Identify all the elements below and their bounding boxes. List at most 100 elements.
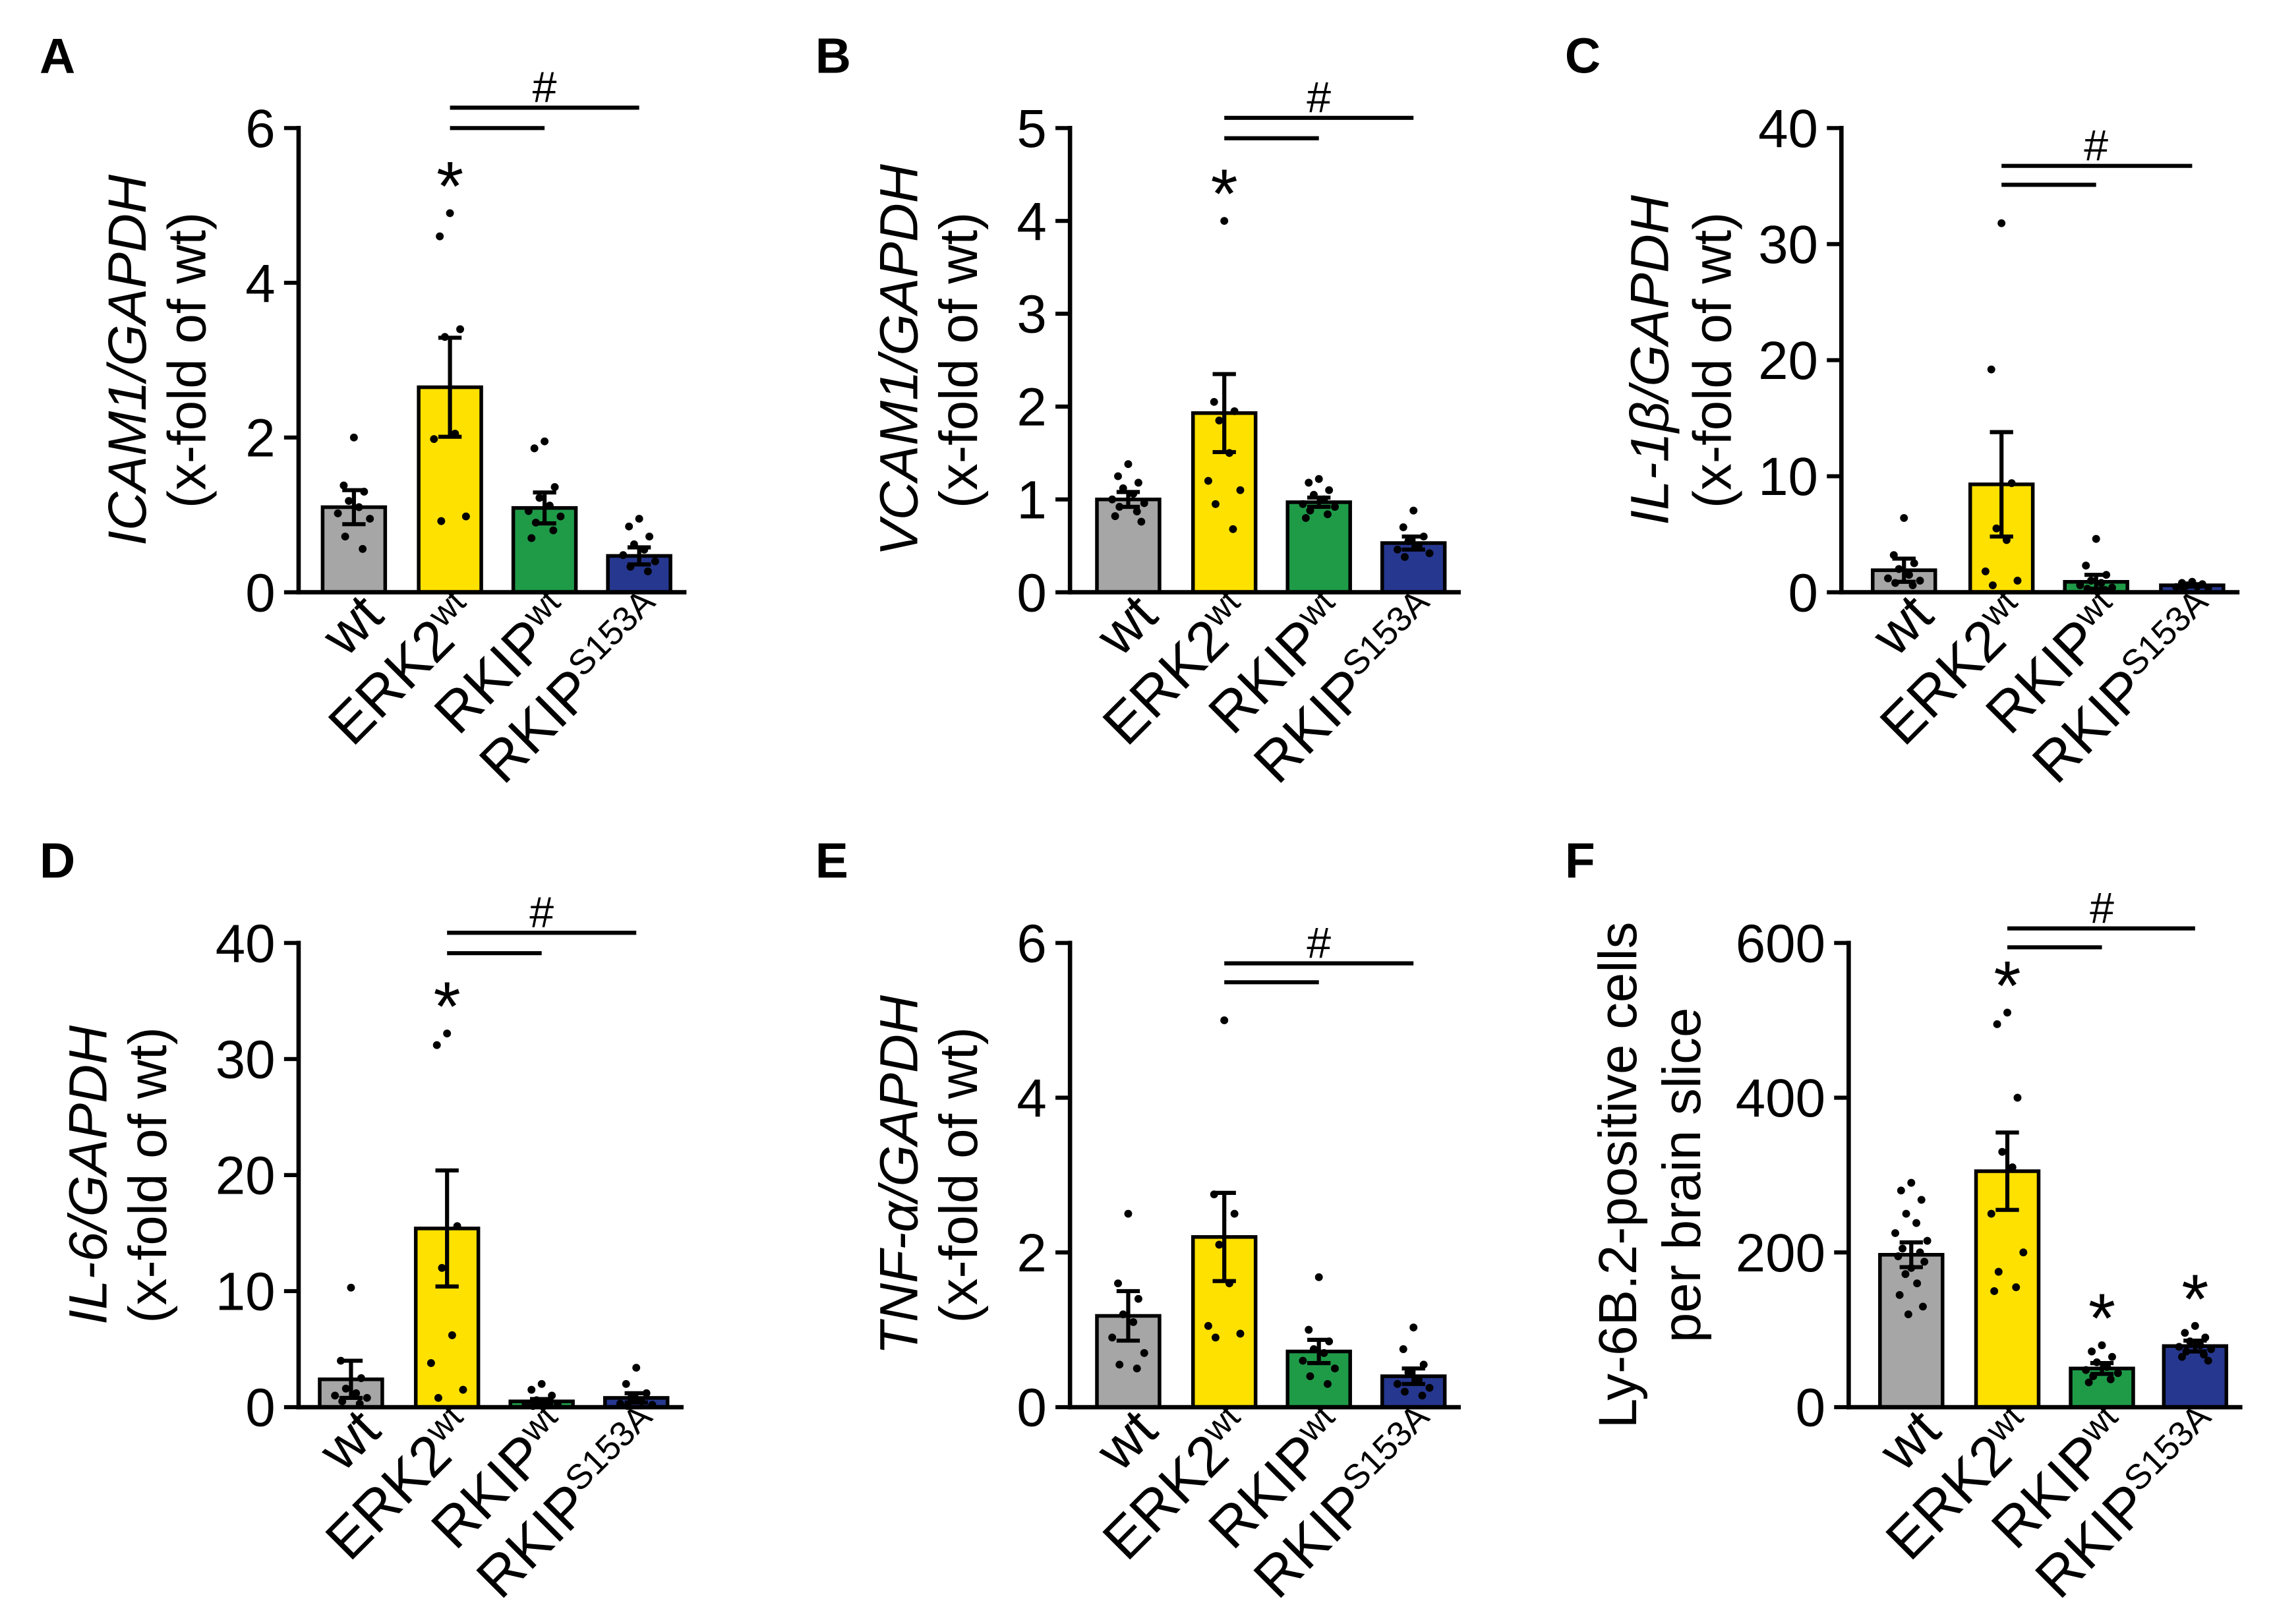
data-point xyxy=(349,433,358,442)
y-axis-label: IL-6/GAPDH xyxy=(59,1025,119,1325)
data-point xyxy=(2175,1343,2183,1351)
bar-rkips153a xyxy=(2162,1344,2229,1409)
data-point xyxy=(2082,1366,2090,1374)
data-point xyxy=(2092,535,2100,543)
data-point xyxy=(545,502,554,510)
data-point xyxy=(2082,562,2090,570)
data-point xyxy=(1400,1387,1409,1396)
data-point xyxy=(1301,513,1310,522)
data-point xyxy=(1895,565,1903,573)
data-point xyxy=(1884,574,1892,583)
data-point xyxy=(430,435,438,444)
data-point xyxy=(1204,477,1212,485)
category-superscript: S153A xyxy=(2113,582,2216,684)
y-axis-label: per brain slice xyxy=(1652,1008,1712,1343)
category-superscript: S153A xyxy=(561,582,663,684)
data-point xyxy=(1211,500,1220,508)
category-superscript: S153A xyxy=(1335,582,1437,684)
data-point xyxy=(1912,1219,1920,1227)
data-point xyxy=(1306,1372,1314,1381)
bracket-label: # xyxy=(1307,919,1331,968)
data-point xyxy=(1310,1345,1318,1353)
data-point xyxy=(1230,407,1239,415)
data-point xyxy=(1393,1379,1401,1388)
y-tick-label: 0 xyxy=(245,1378,275,1438)
data-point xyxy=(339,481,348,490)
data-point xyxy=(1994,1267,2003,1276)
data-point xyxy=(1920,1258,1929,1266)
data-point xyxy=(645,533,654,541)
data-point xyxy=(2181,1329,2189,1337)
data-point xyxy=(541,437,549,446)
data-point xyxy=(437,517,446,525)
data-point xyxy=(1305,1325,1313,1334)
data-point xyxy=(537,1379,546,1388)
data-point xyxy=(1900,513,1908,522)
data-point xyxy=(1418,1391,1427,1400)
data-point xyxy=(1140,499,1148,508)
y-tick-label: 10 xyxy=(1758,447,1818,507)
bar-wt xyxy=(1878,1253,1945,1409)
data-point xyxy=(1425,1383,1434,1392)
y-tick-label: 6 xyxy=(1017,914,1046,973)
significance-star: * xyxy=(436,148,463,225)
y-tick-label: 4 xyxy=(1017,1068,1046,1128)
data-point xyxy=(1331,1364,1339,1373)
data-point xyxy=(427,1359,435,1368)
data-point xyxy=(363,1393,371,1402)
panel-letter: C xyxy=(1565,28,1601,83)
y-tick-label: 0 xyxy=(245,563,275,623)
significance-star: * xyxy=(434,968,461,1046)
significance-star: * xyxy=(2181,1260,2208,1338)
y-tick-label: 6 xyxy=(245,99,275,159)
y-tick-label: 5 xyxy=(1017,99,1046,159)
panel-letter: F xyxy=(1565,832,1595,888)
y-tick-label: 4 xyxy=(245,254,275,314)
data-point xyxy=(1901,1270,1910,1279)
data-point xyxy=(1323,510,1332,519)
data-point xyxy=(530,444,539,453)
data-point xyxy=(2076,581,2084,590)
y-axis-label: ICAM1/GAPDH xyxy=(98,174,158,546)
category-superscript: S153A xyxy=(1335,1397,1437,1499)
data-point xyxy=(1220,217,1229,225)
y-tick-label: 2 xyxy=(1017,378,1046,438)
data-point xyxy=(2003,1008,2011,1017)
data-point xyxy=(1114,472,1122,480)
data-point xyxy=(355,503,363,511)
data-point xyxy=(1891,1229,1899,1237)
data-point xyxy=(632,1364,641,1372)
panel-letter: E xyxy=(815,832,848,888)
data-point xyxy=(2012,1283,2020,1292)
data-point xyxy=(446,209,454,218)
data-point xyxy=(1919,1302,1927,1311)
data-point xyxy=(1137,517,1146,526)
panel-letter: A xyxy=(40,28,75,83)
y-tick-label: 40 xyxy=(1758,99,1818,159)
data-point xyxy=(625,522,634,531)
data-point xyxy=(1299,500,1307,508)
data-point xyxy=(345,497,353,506)
data-point xyxy=(1119,1310,1127,1319)
data-point xyxy=(2178,1352,2186,1361)
data-point xyxy=(2204,1356,2212,1365)
panel-f: F Ly-6B.2-positive cells per brain slice 0 2… xyxy=(1565,832,2243,1610)
data-point xyxy=(1140,1348,1148,1357)
y-axis-label: (x-fold of wt) xyxy=(1683,212,1743,508)
y-axis-label: (x-fold of wt) xyxy=(158,212,218,508)
data-point xyxy=(1134,478,1142,487)
bar-wt xyxy=(1095,497,1162,594)
data-point xyxy=(2013,577,2022,585)
data-point xyxy=(432,1041,441,1049)
data-point xyxy=(651,557,659,566)
data-point xyxy=(524,507,533,515)
data-point xyxy=(1108,1333,1117,1342)
data-point xyxy=(2108,583,2116,592)
data-point xyxy=(1997,219,2006,227)
data-point xyxy=(1895,1290,1904,1299)
data-point xyxy=(1133,1364,1141,1373)
data-point xyxy=(1897,1186,1905,1195)
data-point xyxy=(2204,583,2212,592)
panel-c: CIL-1β/GAPDH (x-fold of wt)010203040wtERK… xyxy=(1565,28,2240,795)
data-point xyxy=(1129,1318,1138,1326)
